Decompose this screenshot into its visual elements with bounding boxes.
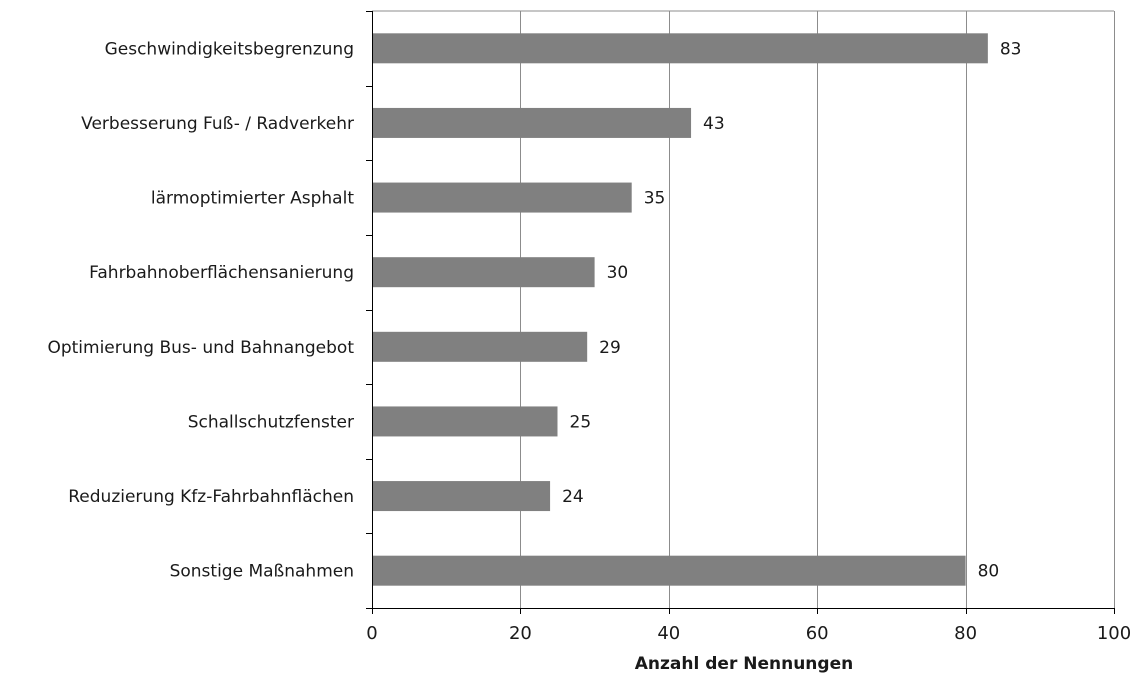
axes [366, 11, 1115, 614]
data-label-2: 35 [644, 189, 666, 209]
bar-7 [372, 555, 966, 586]
category-label-3: Fahrbahnoberflächensanierung [89, 263, 354, 283]
category-label-7: Sonstige Maßnahmen [170, 562, 354, 582]
bar-2 [372, 182, 632, 213]
x-tick-label-40: 40 [657, 623, 680, 644]
x-tick-label-60: 60 [806, 623, 829, 644]
data-label-3: 30 [607, 263, 629, 283]
data-label-6: 24 [562, 487, 584, 507]
category-label-1: Verbesserung Fuß- / Radverkehr [81, 114, 354, 134]
data-label-1: 43 [703, 114, 725, 134]
x-tick-label-0: 0 [366, 623, 377, 644]
bar-0 [372, 33, 988, 64]
x-tick-label-20: 20 [509, 623, 532, 644]
category-label-0: Geschwindigkeitsbegrenzung [105, 39, 354, 59]
x-axis-title: Anzahl der Nennungen [635, 654, 853, 674]
category-label-6: Reduzierung Kfz-Fahrbahnflächen [68, 487, 354, 507]
category-label-5: Schallschutzfenster [188, 412, 354, 432]
bar-4 [372, 331, 588, 362]
data-label-4: 29 [599, 338, 621, 358]
x-tick-label-80: 80 [954, 623, 977, 644]
bar-5 [372, 406, 558, 437]
x-tick-label-100: 100 [1097, 623, 1131, 644]
category-label-2: lärmoptimierter Asphalt [151, 189, 354, 209]
bar-1 [372, 107, 692, 138]
data-label-5: 25 [570, 412, 592, 432]
category-label-4: Optimierung Bus- und Bahnangebot [47, 338, 354, 358]
gridlines [372, 10, 1115, 608]
labels: 83 Geschwindigkeitsbegrenzung 43 Verbesseru… [47, 39, 1131, 644]
bar-3 [372, 257, 595, 288]
bar-6 [372, 481, 551, 512]
data-label-7: 80 [978, 562, 1000, 582]
bars [372, 33, 988, 586]
data-label-0: 83 [1000, 39, 1022, 59]
